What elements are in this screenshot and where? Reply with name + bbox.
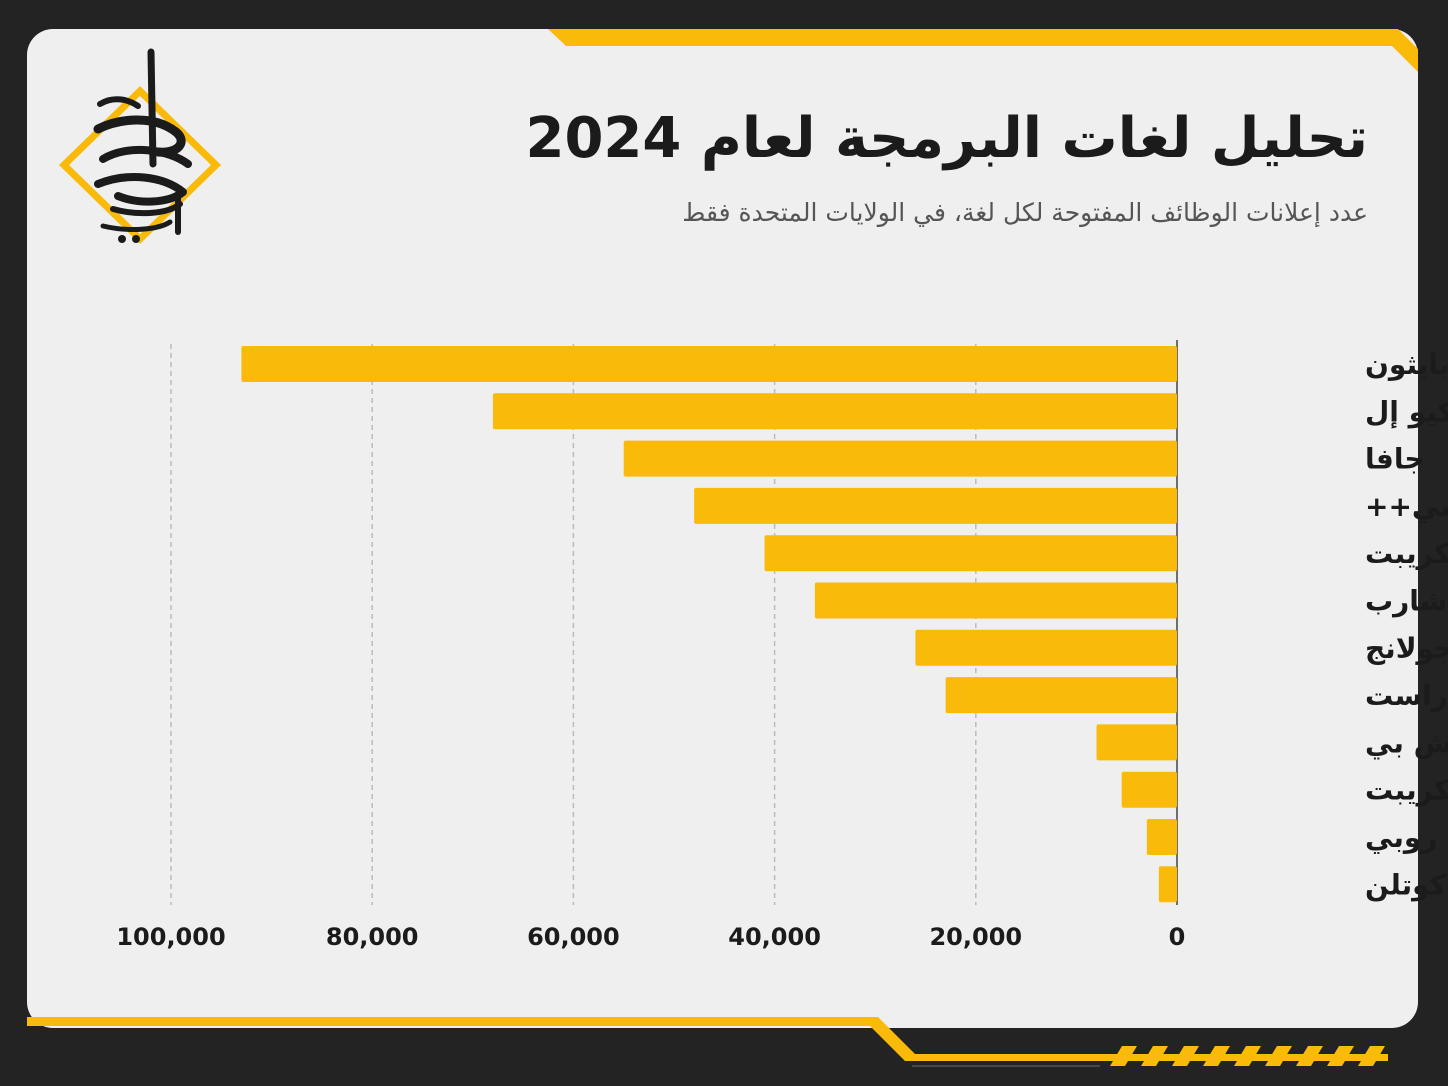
x-tick-label: 0 — [1169, 923, 1186, 951]
bar — [1146, 819, 1177, 855]
hazard-stripes — [1110, 1046, 1385, 1066]
category-label: بي إتش بي — [1365, 726, 1448, 760]
category-label: جافا — [1365, 443, 1425, 476]
category-labels: بايثون إس كيو إل جافا سي++ جافا سكريبت سي شار… — [1365, 348, 1448, 901]
bar — [814, 582, 1177, 619]
category-label: روبي — [1365, 821, 1437, 854]
bar — [764, 535, 1177, 572]
top-accent-stripe — [548, 29, 1418, 72]
category-label: جافا سكريبت — [1365, 537, 1448, 570]
category-label: إس كيو إل — [1365, 395, 1448, 429]
category-label: تايب سكريبت — [1365, 774, 1448, 807]
bar — [945, 677, 1177, 714]
category-label: جولانج — [1365, 632, 1448, 665]
bar — [241, 346, 1178, 382]
bar — [1121, 771, 1177, 808]
x-tick-label: 100,000 — [116, 923, 225, 951]
x-tick-label: 60,000 — [527, 923, 620, 951]
bar — [623, 440, 1177, 477]
chart-card — [27, 29, 1418, 1028]
category-label: سي++ — [1365, 490, 1448, 523]
bar — [1096, 724, 1177, 761]
category-label: بايثون — [1365, 348, 1448, 381]
bar — [915, 629, 1177, 666]
x-axis-tick-labels: 0 20,000 40,000 60,000 80,000 100,000 — [116, 923, 1185, 951]
page-title: تحليل لغات البرمجة لعام 2024 — [525, 106, 1369, 171]
grid-lines — [170, 340, 1178, 905]
category-label: راست — [1365, 679, 1448, 712]
bar — [492, 393, 1177, 430]
calligraphy-logo-icon — [58, 48, 222, 244]
category-label: كوتلن — [1365, 868, 1447, 901]
bar — [1158, 866, 1177, 903]
bars — [241, 346, 1178, 903]
x-tick-label: 20,000 — [929, 923, 1022, 951]
x-tick-label: 80,000 — [326, 923, 419, 951]
bar — [694, 487, 1177, 524]
page-subtitle: عدد إعلانات الوظائف المفتوحة لكل لغة، في… — [682, 198, 1368, 227]
x-tick-label: 40,000 — [728, 923, 821, 951]
category-label: سي شارب — [1365, 585, 1448, 618]
